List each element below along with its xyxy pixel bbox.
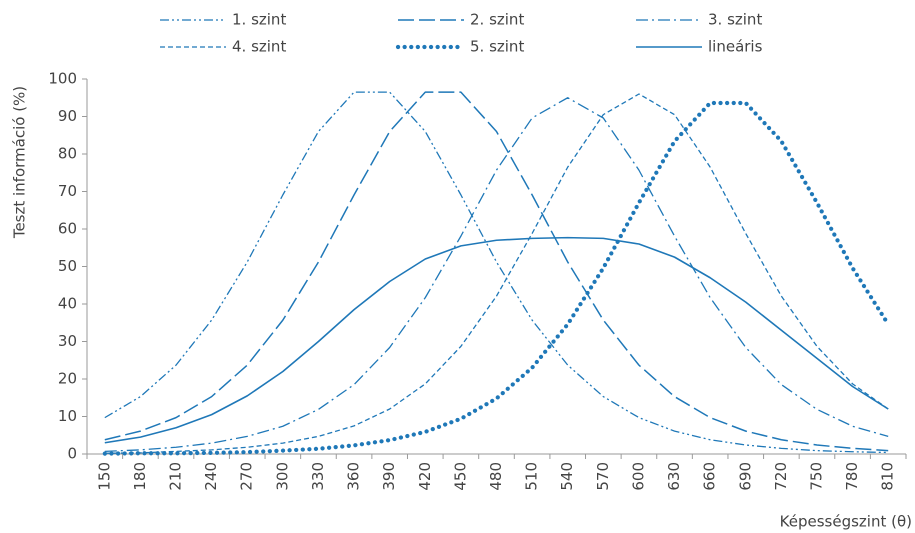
x-tick-label: 660 [701,462,719,491]
x-tick-label: 540 [558,462,576,491]
x-axis-label: Képességszint (θ) [780,513,912,531]
legend-label: 5. szint [470,38,524,56]
x-tick-label: 150 [95,462,113,491]
series-line [104,91,889,454]
x-tick-label: 600 [629,462,647,491]
x-tick-label: 390 [380,462,398,491]
x-tick-label: 240 [202,462,220,491]
y-tick-label: 30 [58,332,77,350]
x-tick-label: 690 [736,462,754,491]
y-tick-label: 20 [58,370,77,388]
series-line [104,91,889,452]
legend-label: 2. szint [470,11,524,29]
series-line [104,97,889,453]
y-tick-label: 0 [67,445,77,463]
x-tick-label: 510 [523,462,541,491]
x-tick-label: 180 [131,462,149,491]
x-tick-label: 360 [345,462,363,491]
y-tick-label: 40 [58,295,77,313]
x-tick-label: 330 [309,462,327,491]
x-tick-label: 570 [594,462,612,491]
x-tick-label: 720 [772,462,790,491]
x-tick-label: 270 [238,462,256,491]
legend-label: 1. szint [232,11,286,29]
x-tick-label: 420 [416,462,434,491]
x-tick-label: 750 [807,462,825,491]
y-tick-label: 100 [48,70,77,88]
y-tick-label: 70 [58,182,77,200]
y-tick-label: 90 [58,107,77,125]
x-tick-label: 450 [451,462,469,491]
y-tick-label: 10 [58,407,77,425]
series-line [102,100,891,456]
legend-label: 3. szint [708,11,762,29]
y-tick-label: 50 [58,257,77,275]
x-tick-label: 780 [843,462,861,491]
x-tick-label: 210 [167,462,185,491]
series-line [104,236,889,444]
x-tick-label: 300 [273,462,291,491]
series-line [104,93,889,454]
y-tick-label: 60 [58,220,77,238]
legend-label: 4. szint [232,38,286,56]
legend-label: lineáris [708,38,763,56]
y-tick-label: 80 [58,145,77,163]
x-tick-label: 630 [665,462,683,491]
x-tick-label: 810 [879,462,897,491]
y-axis-label: Teszt információ (%) [11,86,29,239]
x-tick-label: 480 [487,462,505,491]
